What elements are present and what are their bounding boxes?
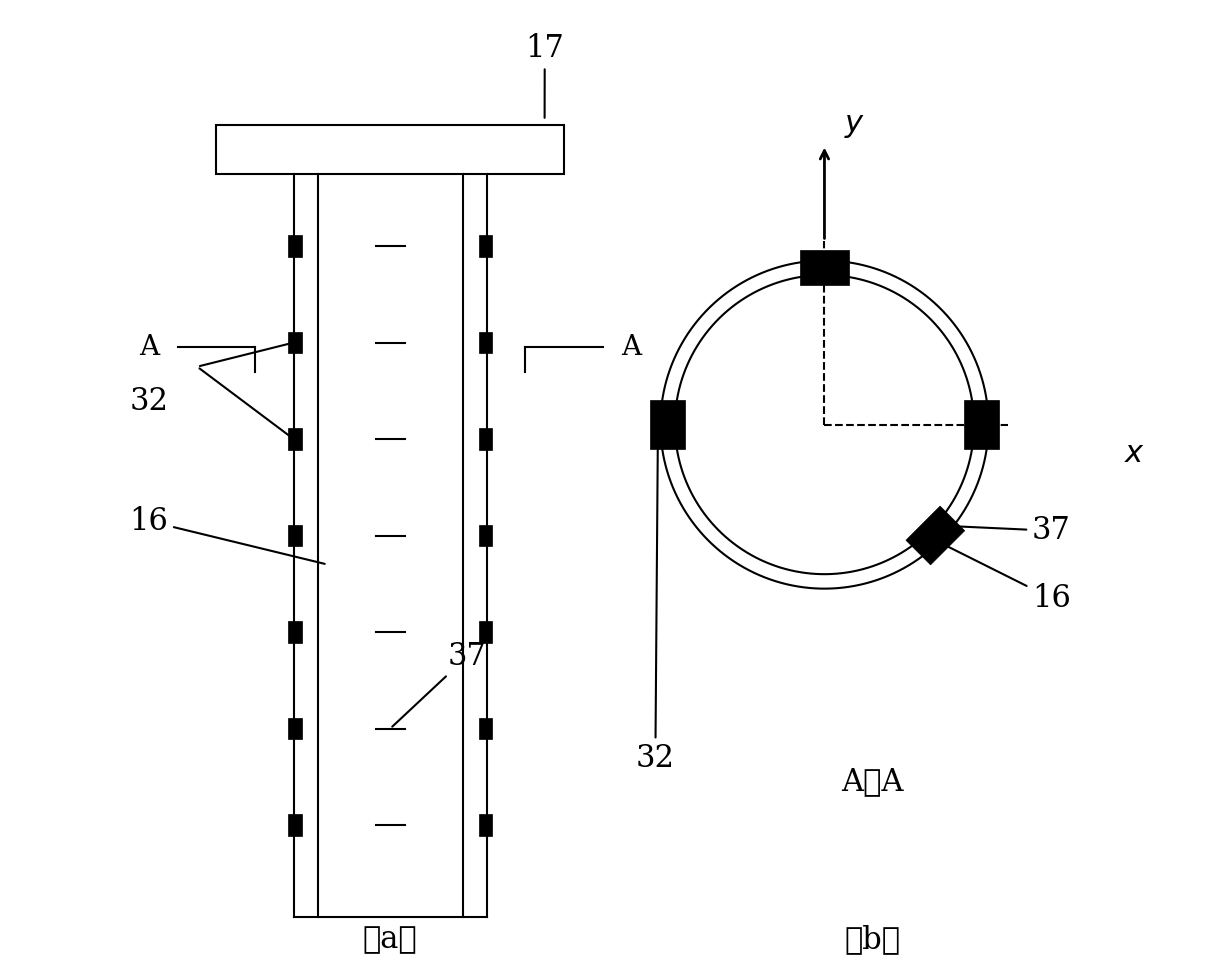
Polygon shape	[288, 235, 301, 257]
Polygon shape	[478, 428, 492, 450]
Text: A: A	[622, 334, 641, 361]
Text: 37: 37	[392, 641, 487, 727]
Text: A: A	[139, 334, 159, 361]
Polygon shape	[478, 621, 492, 643]
Text: 16: 16	[129, 506, 325, 564]
Text: 32: 32	[636, 423, 675, 774]
Polygon shape	[478, 235, 492, 257]
Polygon shape	[288, 718, 301, 739]
Polygon shape	[906, 506, 965, 565]
Polygon shape	[478, 525, 492, 546]
Polygon shape	[288, 428, 301, 450]
Polygon shape	[800, 250, 848, 286]
Text: 32: 32	[129, 386, 169, 417]
Polygon shape	[478, 718, 492, 739]
Polygon shape	[288, 332, 301, 353]
Text: $y$: $y$	[844, 111, 865, 140]
Text: （a）: （a）	[363, 924, 417, 955]
Polygon shape	[288, 621, 301, 643]
Text: 16: 16	[947, 546, 1071, 614]
Text: $x$: $x$	[1123, 439, 1145, 468]
Polygon shape	[288, 525, 301, 546]
Polygon shape	[964, 400, 999, 449]
Polygon shape	[478, 814, 492, 836]
Polygon shape	[288, 814, 301, 836]
Text: （b）: （b）	[845, 924, 900, 955]
Text: 17: 17	[525, 33, 564, 118]
Polygon shape	[651, 400, 684, 449]
Text: 37: 37	[948, 515, 1071, 546]
Text: A－A: A－A	[841, 766, 904, 797]
Polygon shape	[478, 332, 492, 353]
